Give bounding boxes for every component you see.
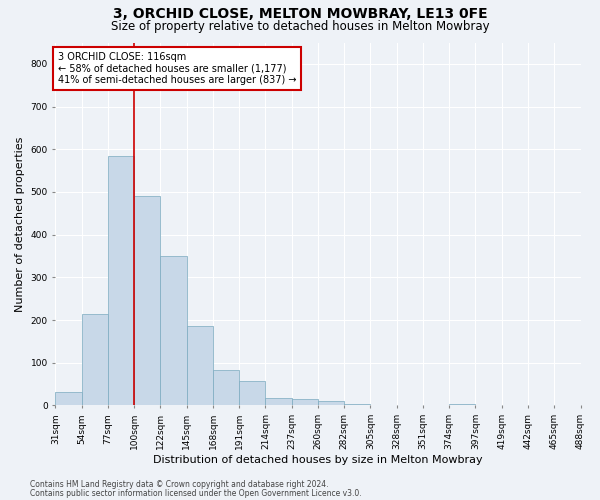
Text: Contains public sector information licensed under the Open Government Licence v3: Contains public sector information licen…	[30, 488, 362, 498]
Text: Size of property relative to detached houses in Melton Mowbray: Size of property relative to detached ho…	[110, 20, 490, 33]
Bar	[187, 326, 213, 406]
Text: Contains HM Land Registry data © Crown copyright and database right 2024.: Contains HM Land Registry data © Crown c…	[30, 480, 329, 489]
Text: 3, ORCHID CLOSE, MELTON MOWBRAY, LE13 0FE: 3, ORCHID CLOSE, MELTON MOWBRAY, LE13 0F…	[113, 8, 487, 22]
Bar	[213, 370, 239, 406]
Bar	[108, 156, 134, 406]
Bar	[82, 314, 108, 406]
Bar	[318, 401, 344, 406]
Bar	[292, 399, 318, 406]
Bar	[134, 196, 160, 406]
Text: 3 ORCHID CLOSE: 116sqm
← 58% of detached houses are smaller (1,177)
41% of semi-: 3 ORCHID CLOSE: 116sqm ← 58% of detached…	[58, 52, 296, 85]
Bar	[265, 398, 292, 406]
Bar	[344, 404, 370, 406]
X-axis label: Distribution of detached houses by size in Melton Mowbray: Distribution of detached houses by size …	[153, 455, 483, 465]
Bar	[55, 392, 82, 406]
Y-axis label: Number of detached properties: Number of detached properties	[15, 136, 25, 312]
Bar	[449, 404, 475, 406]
Bar	[160, 256, 187, 406]
Bar	[239, 380, 265, 406]
